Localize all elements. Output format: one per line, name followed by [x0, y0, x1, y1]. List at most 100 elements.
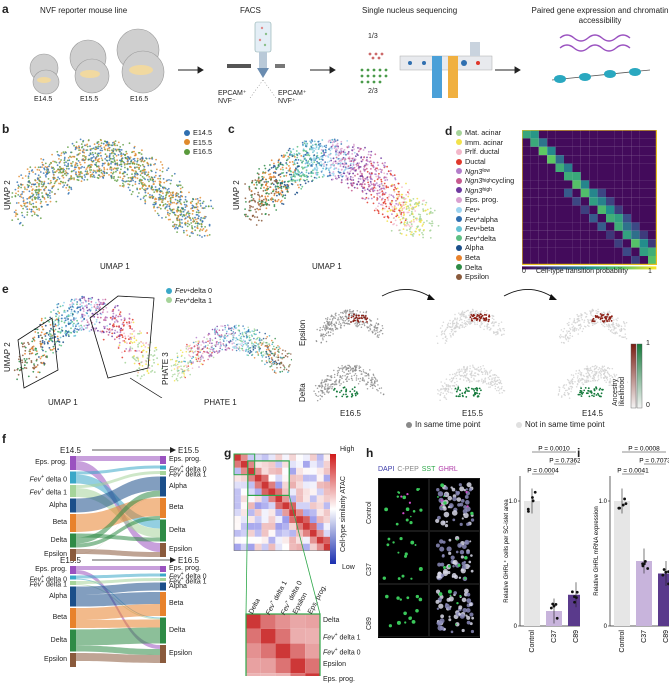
matrix-cell — [606, 172, 614, 180]
umap-point — [35, 201, 37, 203]
phate-point — [258, 346, 260, 348]
phate-point — [181, 372, 183, 374]
umap-point — [379, 192, 381, 194]
umap-point — [377, 190, 379, 192]
umap-point — [127, 169, 129, 171]
umap-point — [58, 183, 60, 185]
umap-point — [405, 183, 407, 185]
umap-point — [406, 212, 408, 214]
umap-point — [312, 144, 314, 146]
umap-point — [389, 194, 391, 196]
umap-point — [78, 172, 80, 174]
umap-point — [180, 188, 182, 190]
umap-point — [258, 204, 260, 206]
umap-point — [356, 153, 358, 155]
umap-point — [314, 141, 316, 143]
umap-point — [298, 152, 300, 154]
phate-point — [184, 357, 186, 359]
panel-a-title-facs: FACS — [240, 6, 261, 15]
umap-point — [430, 208, 432, 210]
umap-point — [302, 145, 304, 147]
umap-point — [78, 149, 80, 151]
umap-point — [131, 322, 133, 324]
phate-point — [237, 347, 239, 349]
umap-point — [387, 186, 389, 188]
phate-point — [260, 342, 262, 344]
umap-point — [285, 175, 287, 177]
umap-point — [94, 328, 96, 330]
matrix-cell — [522, 172, 530, 180]
ancestry-point — [469, 318, 471, 320]
ancestry-point — [450, 326, 452, 328]
umap-point — [83, 310, 85, 312]
phate-point — [222, 325, 224, 327]
phate-point — [176, 379, 178, 381]
ancestry-point — [478, 313, 480, 315]
phate-point — [243, 339, 245, 341]
umap-point — [76, 307, 78, 309]
umap-point — [88, 315, 90, 317]
umap-point — [278, 191, 280, 193]
umap-point — [286, 160, 288, 162]
umap-point — [70, 327, 72, 329]
umap-point — [41, 320, 43, 322]
umap-point — [187, 226, 189, 228]
umap-point — [401, 221, 403, 223]
panel-c-xlabel: UMAP 1 — [312, 262, 342, 271]
phate-point — [214, 333, 216, 335]
phate-point — [195, 357, 197, 359]
ancestry-point — [339, 321, 341, 323]
umap-point — [83, 325, 85, 327]
facs-right-label: EPCAM⁺NVF⁺ — [278, 90, 307, 106]
umap-point — [88, 300, 90, 302]
matrix-cell — [547, 248, 555, 256]
umap-point — [66, 168, 68, 170]
umap-point — [159, 197, 161, 199]
umap-point — [151, 157, 153, 159]
umap-point — [137, 346, 139, 348]
matrix-cell — [614, 164, 622, 172]
ancestry-point — [329, 328, 331, 330]
umap-point — [160, 195, 162, 197]
umap-point — [156, 349, 158, 351]
umap-point — [136, 189, 138, 191]
umap-point — [105, 141, 107, 143]
umap-point — [99, 168, 101, 170]
umap-point — [315, 159, 317, 161]
umap-point — [75, 164, 77, 166]
umap-point — [273, 166, 275, 168]
umap-point — [37, 178, 39, 180]
matrix-cell — [539, 214, 547, 222]
umap-point — [22, 215, 24, 217]
umap-point — [149, 367, 151, 369]
matrix-cell — [556, 231, 564, 239]
matrix-cell — [648, 147, 656, 155]
umap-point — [438, 225, 440, 227]
umap-point — [74, 168, 76, 170]
umap-point — [156, 169, 158, 171]
umap-point — [346, 140, 348, 142]
umap-point — [381, 190, 383, 192]
umap-point — [150, 164, 152, 166]
phate-point — [228, 328, 230, 330]
ancestry-point — [466, 310, 468, 312]
umap-point — [245, 216, 247, 218]
umap-point — [384, 216, 386, 218]
umap-point — [33, 206, 35, 208]
umap-point — [281, 155, 283, 157]
umap-point — [204, 216, 206, 218]
umap-point — [384, 208, 386, 210]
umap-point — [421, 225, 423, 227]
ancestry-point — [484, 325, 486, 327]
ancestry-point — [443, 321, 445, 323]
umap-point — [55, 201, 57, 203]
umap-point — [86, 327, 88, 329]
umap-point — [373, 203, 375, 205]
ancestry-point — [465, 315, 467, 317]
umap-point — [183, 230, 185, 232]
umap-point — [38, 209, 40, 211]
umap-point — [354, 152, 356, 154]
matrix-cell — [640, 180, 648, 188]
ancestry-point — [443, 333, 445, 335]
umap-point — [32, 211, 34, 213]
